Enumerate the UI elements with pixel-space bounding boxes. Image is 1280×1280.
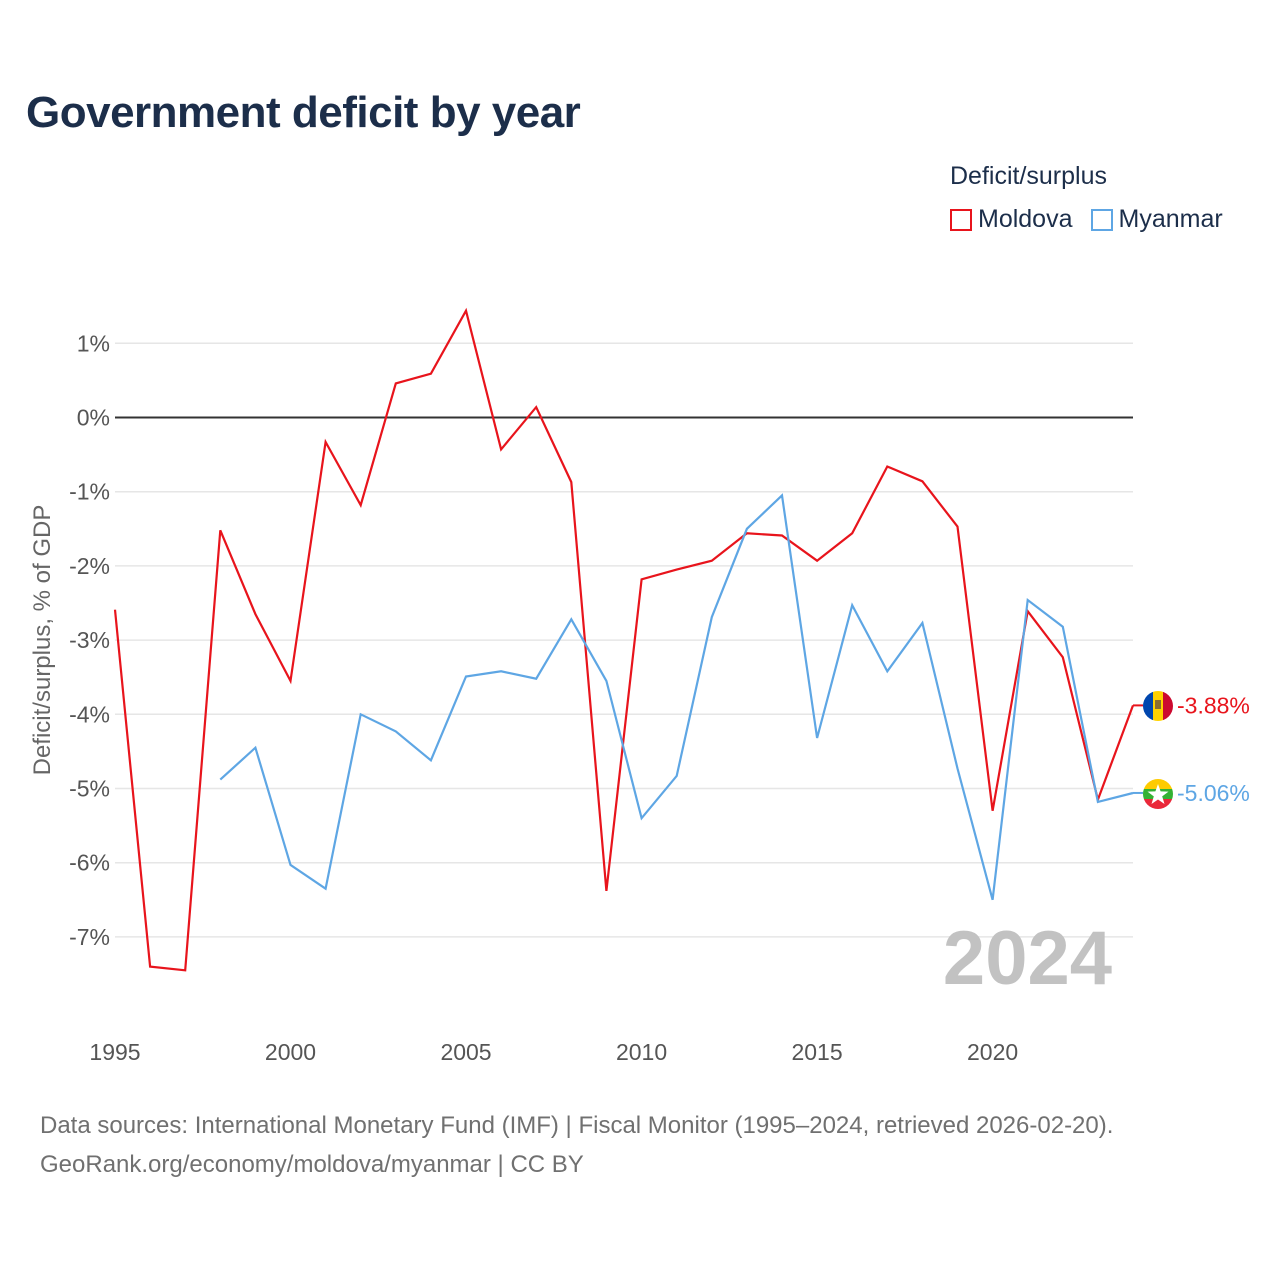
data-sources: Data sources: International Monetary Fun… — [40, 1112, 1114, 1139]
series-line-moldova[interactable] — [113, 307, 1135, 972]
end-labels: -3.88% -5.06% — [1133, 692, 1250, 806]
x-tick-labels: 1995 2000 2005 2010 2015 2020 — [89, 1039, 1018, 1065]
x-tick-label: 2010 — [616, 1039, 667, 1065]
legend-label-myanmar: Myanmar — [1118, 205, 1223, 233]
y-tick-label: -6% — [69, 850, 110, 876]
year-watermark: 2024 — [943, 916, 1112, 1001]
y-tick-label: -4% — [69, 701, 110, 727]
moldova-flag — [1143, 691, 1173, 721]
y-tick-label: -5% — [69, 776, 110, 802]
chart-title: Government deficit by year — [26, 88, 581, 137]
x-tick-label: 2015 — [791, 1039, 842, 1065]
y-tick-label: -7% — [69, 924, 110, 950]
y-tick-label: 0% — [77, 405, 110, 431]
grid-layer — [115, 342, 1133, 938]
x-tick-label: 2000 — [265, 1039, 316, 1065]
series-layer — [113, 307, 1135, 972]
legend-swatch-moldova — [950, 208, 972, 231]
credit-link[interactable]: GeoRank.org/economy/moldova/myanmar | CC… — [40, 1151, 584, 1178]
legend-label-moldova: Moldova — [978, 205, 1073, 233]
legend-item-myanmar[interactable]: Myanmar — [1090, 205, 1223, 234]
series-line-myanmar[interactable] — [219, 493, 1134, 901]
legend-swatch-myanmar — [1090, 208, 1113, 231]
end-value-label-myanmar: -5.06% — [1177, 780, 1250, 806]
y-axis-label: Deficit/surplus, % of GDP — [29, 505, 56, 776]
y-tick-label: -1% — [69, 479, 110, 505]
legend-title: Deficit/surplus — [950, 162, 1107, 190]
y-tick-labels: 1% 0% -1% -2% -3% -4% -5% -6% -7% — [69, 330, 110, 950]
y-tick-label: -2% — [69, 553, 110, 579]
myanmar-flag — [1143, 779, 1173, 809]
x-tick-label: 2020 — [967, 1039, 1018, 1065]
y-tick-label: 1% — [77, 330, 110, 356]
x-tick-label: 1995 — [89, 1039, 140, 1065]
x-tick-label: 2005 — [440, 1039, 491, 1065]
legend-item-moldova[interactable]: Moldova — [950, 205, 1073, 234]
y-tick-label: -3% — [69, 627, 110, 653]
end-value-label-moldova: -3.88% — [1177, 692, 1250, 718]
legend: Deficit/surplus Moldova Myanmar — [950, 162, 1223, 234]
footer: Data sources: International Monetary Fun… — [40, 1106, 1113, 1184]
